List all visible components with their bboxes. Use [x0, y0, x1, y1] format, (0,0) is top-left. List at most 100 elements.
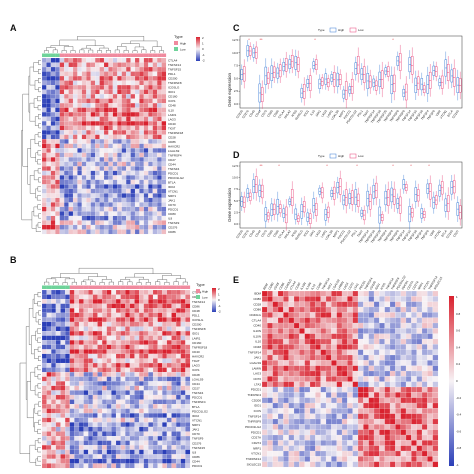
heatmap-cell	[152, 179, 158, 185]
heatmap-cell	[78, 436, 84, 441]
corr-row-label: LTA3	[254, 382, 261, 386]
heatmap-cell	[78, 440, 84, 446]
corr-cell	[352, 429, 359, 436]
heatmap-cell	[55, 170, 60, 176]
heatmap-cell	[166, 408, 172, 414]
heatmap-cell	[72, 224, 78, 230]
heatmap-cell	[130, 161, 136, 167]
heatmap-cell	[46, 367, 52, 373]
heatmap-cell	[60, 426, 66, 432]
heatmap-cell	[95, 94, 100, 99]
corr-cell	[325, 424, 332, 430]
heatmap-cell	[60, 340, 66, 345]
heatmap-cell	[46, 326, 52, 332]
corr-cell	[341, 381, 348, 388]
corr-cell	[373, 296, 380, 302]
heatmap-cell	[148, 353, 154, 359]
type-bar-cell	[153, 285, 158, 289]
corr-cell	[427, 354, 433, 361]
heatmap-cell	[176, 367, 181, 373]
heatmap-cell	[171, 317, 177, 323]
heatmap-cell	[55, 125, 60, 131]
corr-cell	[384, 445, 391, 452]
corr-cell	[363, 360, 369, 366]
heatmap-cell	[99, 139, 105, 144]
heatmap-cell	[65, 326, 70, 332]
heatmap-cell	[92, 463, 98, 469]
heatmap-cell	[46, 179, 51, 185]
heatmap-cell	[69, 390, 75, 396]
corr-cell	[288, 349, 295, 356]
heatmap-cell	[111, 367, 117, 373]
corr-row-label: PDCD1	[251, 430, 262, 434]
corr-cell	[395, 301, 401, 308]
heatmap-cell	[74, 317, 80, 323]
heatmap-cell	[108, 76, 113, 81]
heatmap-cell	[68, 94, 74, 99]
corr-cell	[357, 338, 364, 345]
heatmap-cell	[148, 436, 154, 441]
corr-cell	[363, 456, 369, 462]
heatmap-cell	[134, 394, 140, 400]
heatmap-cell	[81, 202, 87, 208]
row-gene-label: NRP1	[192, 423, 200, 427]
corr-cell	[283, 290, 289, 297]
heatmap-cell	[74, 449, 80, 455]
corr-column-label: CD80	[267, 282, 274, 291]
corr-cell	[432, 376, 439, 382]
heatmap-cell	[108, 66, 113, 72]
heatmap-cell	[46, 85, 51, 90]
corr-cell	[341, 317, 348, 324]
heatmap-cell	[134, 372, 140, 377]
heatmap-cell	[74, 321, 80, 327]
corr-cell	[304, 450, 311, 457]
corr-cell	[288, 429, 295, 436]
heatmap-cell	[148, 362, 154, 368]
heatmap-cell	[99, 197, 105, 203]
heatmap-cell	[102, 349, 107, 354]
corr-cell	[267, 370, 273, 377]
heatmap-cell	[41, 130, 47, 135]
corr-cell	[389, 440, 396, 446]
heatmap-cell	[185, 349, 191, 354]
corr-cell	[347, 306, 353, 313]
corr-cell	[357, 290, 364, 297]
corr-column-label: CD70	[347, 282, 354, 291]
corr-cell	[277, 445, 284, 452]
corr-cell	[379, 370, 385, 377]
heatmap-cell	[121, 175, 127, 180]
heatmap-cell	[78, 289, 84, 295]
heatmap-cell	[134, 188, 140, 194]
corr-cell	[267, 344, 273, 350]
heatmap-cell	[83, 408, 89, 414]
heatmap-cell	[161, 143, 167, 149]
type-bar-cell	[130, 53, 136, 57]
heatmap-cell	[81, 166, 87, 171]
corr-cell	[395, 381, 401, 388]
heatmap-cell	[41, 157, 47, 162]
heatmap-cell	[68, 193, 74, 198]
corr-cell	[421, 328, 428, 334]
heatmap-cell	[41, 308, 47, 313]
corr-cell	[261, 450, 268, 457]
heatmap-cell	[120, 344, 126, 350]
corr-cell	[427, 434, 433, 441]
heatmap-cell	[50, 175, 56, 180]
heatmap-cell	[102, 303, 107, 309]
panel-label-b: B	[10, 255, 17, 265]
y-tick-label: 2.5	[234, 210, 239, 214]
corr-cell	[267, 301, 273, 308]
heatmap-cell	[72, 170, 78, 176]
heatmap-cell	[180, 376, 186, 382]
heatmap-cell	[64, 220, 69, 226]
corr-cell	[325, 450, 332, 457]
heatmap-cell	[157, 193, 162, 198]
heatmap-cell	[69, 362, 75, 368]
heatmap-cell	[117, 148, 122, 153]
heatmap-cell	[143, 426, 149, 432]
heatmap-cell	[46, 413, 52, 418]
heatmap-cell	[162, 317, 167, 323]
heatmap-cell	[161, 197, 167, 203]
corr-cell	[267, 349, 273, 356]
heatmap-cell	[106, 349, 112, 354]
